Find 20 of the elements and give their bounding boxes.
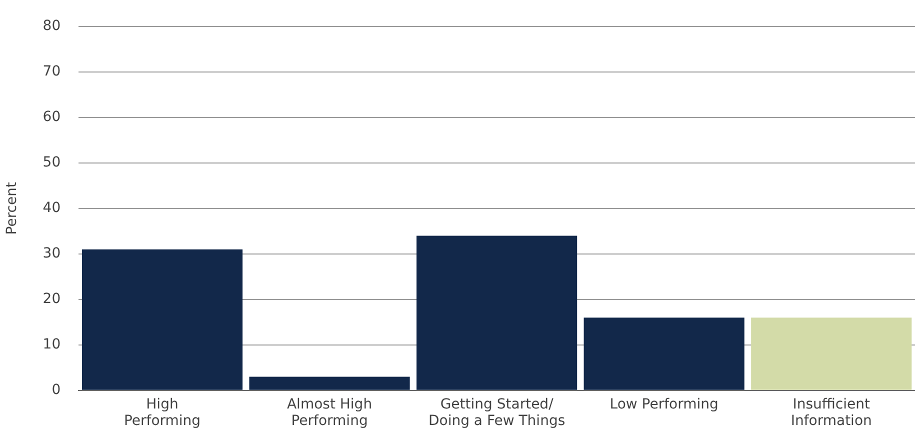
y-axis-title: Percent — [4, 182, 20, 235]
x-tick-label: Low Performing — [610, 396, 718, 412]
bar — [751, 318, 912, 390]
x-tick-label: Almost High Performing — [286, 396, 372, 430]
y-tick-label: 0 — [52, 382, 61, 398]
bar — [416, 236, 578, 390]
y-tick-label: 10 — [42, 336, 61, 353]
bar — [249, 376, 410, 390]
x-tick-label: Getting Started/ Doing a Few Things — [428, 396, 566, 430]
y-tick-label: 50 — [42, 154, 61, 171]
y-tick-label: 30 — [42, 246, 61, 262]
x-tick-label: High Performing — [124, 396, 201, 430]
bar — [584, 318, 744, 390]
x-tick-label: Insufficient Information — [790, 396, 872, 430]
y-tick-label: 20 — [42, 291, 61, 308]
y-tick-label: 70 — [42, 64, 61, 80]
y-tick-label: 60 — [42, 109, 61, 126]
bar — [82, 249, 243, 390]
y-tick-label: 40 — [42, 200, 61, 216]
y-tick-label: 80 — [42, 18, 61, 34]
